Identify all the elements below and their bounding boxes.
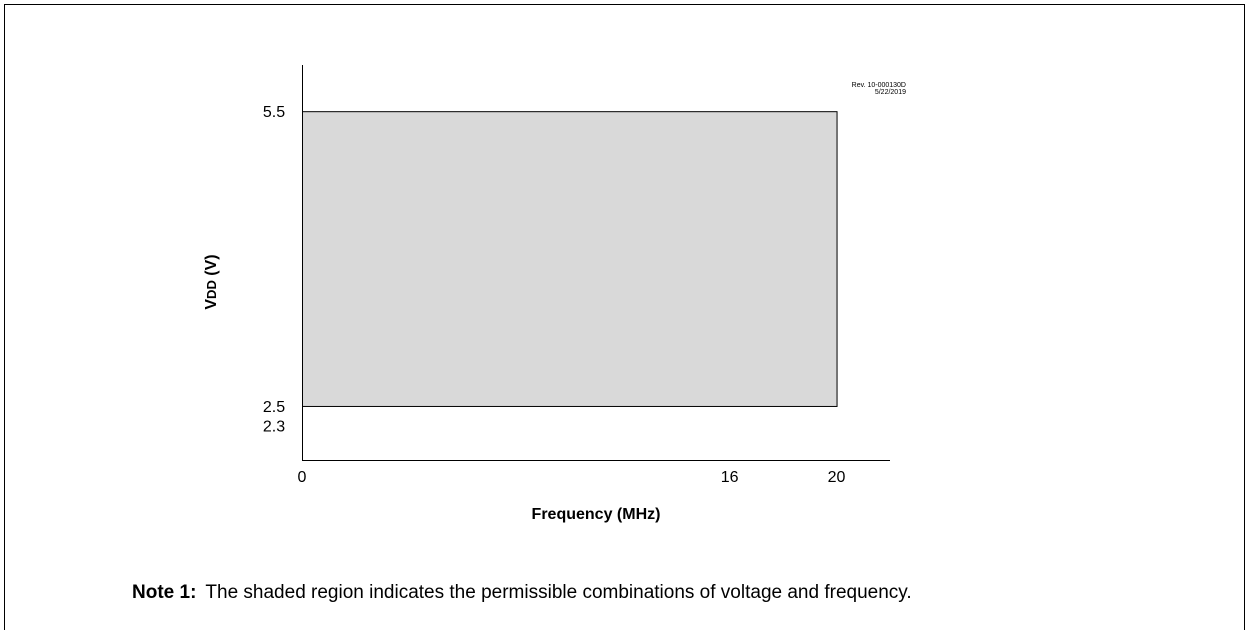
revision-date: 5/22/2019 (875, 89, 906, 96)
note-label: Note 1: (132, 582, 197, 603)
y-axis-label-sub: DD (204, 280, 219, 299)
revision-note: Rev. 10-000130D (852, 82, 906, 89)
x-axis-label: Frequency (MHz) (532, 506, 661, 523)
note-text: The shaded region indicates the permissi… (205, 582, 912, 603)
x-tick-labels: 0 16 20 (298, 469, 846, 486)
permissible-region (302, 111, 838, 407)
x-tick-label: 16 (721, 469, 739, 486)
x-tick-label: 0 (298, 469, 307, 486)
y-tick-label: 2.3 (263, 419, 285, 436)
x-tick-label: 20 (828, 469, 846, 486)
y-axis-label: VDD (V) (203, 254, 220, 309)
figure-note: Note 1: The shaded region indicates the p… (132, 582, 912, 604)
y-tick-labels: 2.3 2.5 5.5 (263, 104, 285, 435)
y-axis-label-main: V (203, 299, 220, 310)
figure-frame (4, 4, 1245, 630)
y-axis-label-unit: (V) (203, 254, 220, 280)
y-tick-label: 5.5 (263, 104, 285, 121)
y-tick-label: 2.5 (263, 399, 285, 416)
